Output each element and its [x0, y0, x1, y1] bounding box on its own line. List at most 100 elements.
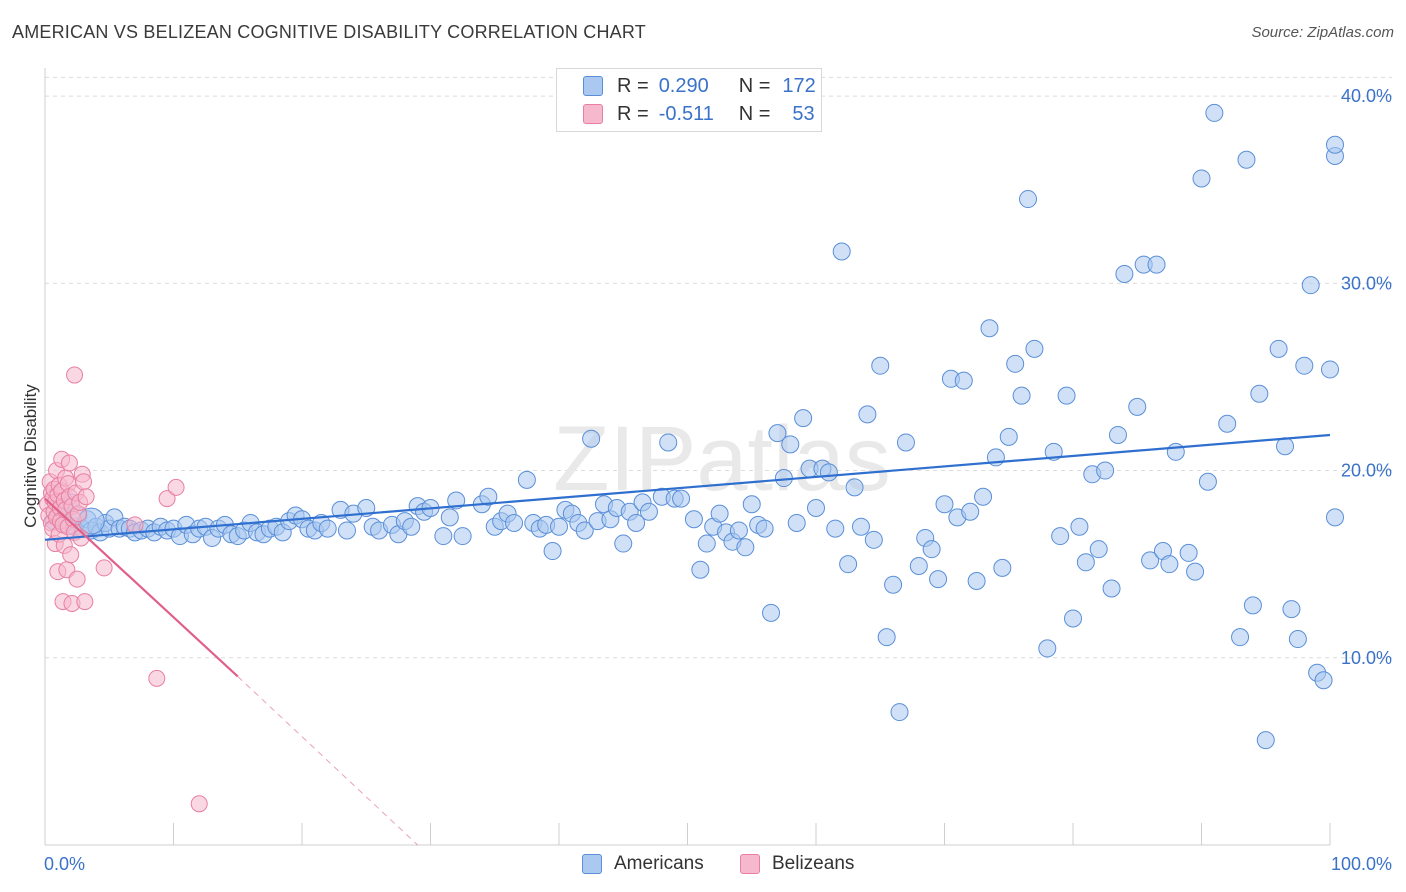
legend-item-belizeans: Belizeans: [740, 852, 854, 876]
belizeans-trend-line: [44, 497, 239, 678]
american-point: [550, 517, 568, 536]
american-point: [1006, 354, 1025, 373]
american-point: [1205, 103, 1224, 122]
american-point: [1250, 384, 1269, 403]
american-point: [318, 519, 337, 538]
american-point: [614, 534, 633, 553]
american-point: [1019, 190, 1038, 209]
american-point: [1147, 255, 1166, 274]
american-point: [954, 371, 973, 390]
n-value: 53: [792, 102, 815, 125]
belizean-point: [126, 516, 144, 534]
american-point: [1269, 339, 1288, 358]
belizean-point: [148, 669, 166, 687]
american-point: [1314, 671, 1333, 690]
american-point: [1096, 461, 1115, 480]
belizeans-swatch: [740, 854, 760, 874]
belizean-point: [95, 559, 113, 577]
american-point: [575, 521, 594, 540]
american-point: [440, 508, 459, 527]
american-point: [858, 405, 877, 424]
american-point: [980, 319, 999, 338]
americans-trend-line: [44, 433, 1331, 541]
american-point: [839, 555, 858, 574]
legend-label-belizeans: Belizeans: [772, 853, 855, 874]
american-point: [543, 542, 562, 561]
legend-row-belizeans: R = -0.511 N = 53: [583, 101, 815, 127]
american-point: [768, 424, 787, 443]
american-point: [1321, 360, 1339, 379]
r-label: R =: [617, 102, 649, 125]
n-label: N =: [738, 74, 771, 97]
american-point: [691, 560, 710, 579]
american-point: [851, 517, 870, 536]
american-point: [762, 603, 781, 622]
r-value: -0.511: [658, 102, 714, 125]
american-point: [1102, 579, 1121, 598]
american-point: [929, 570, 948, 589]
american-point: [453, 527, 472, 546]
n-label: N =: [738, 102, 771, 125]
american-point: [1288, 630, 1307, 649]
american-point: [1051, 527, 1070, 546]
american-point: [787, 513, 806, 532]
american-point: [1064, 609, 1082, 628]
american-point: [1301, 276, 1320, 295]
r-label: R =: [617, 74, 649, 97]
american-point: [1282, 600, 1301, 619]
american-point: [890, 703, 909, 722]
american-point: [1025, 339, 1044, 358]
american-point: [1237, 150, 1256, 169]
american-point: [974, 487, 993, 506]
american-point: [1160, 555, 1179, 574]
american-point: [1179, 543, 1198, 562]
american-point: [1141, 551, 1160, 570]
belizean-point: [62, 546, 80, 564]
belizean-point: [75, 473, 93, 491]
american-point: [1295, 356, 1314, 375]
belizean-point: [77, 488, 95, 506]
american-point: [337, 521, 356, 540]
american-point: [517, 470, 536, 489]
y-tick-label: 30.0%: [1341, 273, 1392, 293]
american-point: [826, 519, 845, 538]
y-tick-label: 20.0%: [1341, 461, 1392, 481]
legend-item-americans: Americans: [582, 852, 704, 876]
trend-lines: [44, 433, 1331, 846]
x-tick-label: 100.0%: [1331, 854, 1392, 874]
american-point: [922, 540, 941, 559]
american-point: [1326, 508, 1344, 527]
american-point: [672, 489, 691, 508]
american-point: [864, 530, 883, 549]
american-point: [884, 575, 903, 594]
american-point: [1070, 517, 1089, 536]
belizean-point: [76, 593, 94, 611]
y-tick-label: 40.0%: [1341, 86, 1392, 106]
american-point: [1108, 425, 1127, 444]
american-point: [832, 242, 851, 261]
axes: [44, 68, 1331, 846]
american-point: [845, 478, 864, 497]
american-point: [1166, 442, 1185, 461]
belizeans-swatch: [583, 104, 603, 124]
american-point: [1012, 386, 1031, 405]
x-tick-label: 0.0%: [44, 854, 85, 874]
american-point: [1276, 437, 1295, 456]
american-point: [1089, 540, 1108, 559]
american-point: [479, 487, 498, 506]
american-point: [627, 513, 646, 532]
american-point: [1038, 639, 1057, 658]
american-point: [877, 628, 896, 647]
belizeans-points: [39, 366, 208, 813]
american-point: [1128, 397, 1147, 416]
source-label: Source: ZipAtlas.com: [1251, 24, 1394, 41]
chart-title: AMERICAN VS BELIZEAN COGNITIVE DISABILIT…: [12, 22, 646, 42]
belizean-point: [66, 366, 84, 384]
belizean-point: [167, 478, 185, 496]
american-point: [729, 521, 748, 540]
american-point: [639, 502, 658, 521]
belizean-point: [190, 795, 208, 813]
y-tick-label: 10.0%: [1341, 648, 1392, 668]
american-point: [505, 513, 524, 532]
